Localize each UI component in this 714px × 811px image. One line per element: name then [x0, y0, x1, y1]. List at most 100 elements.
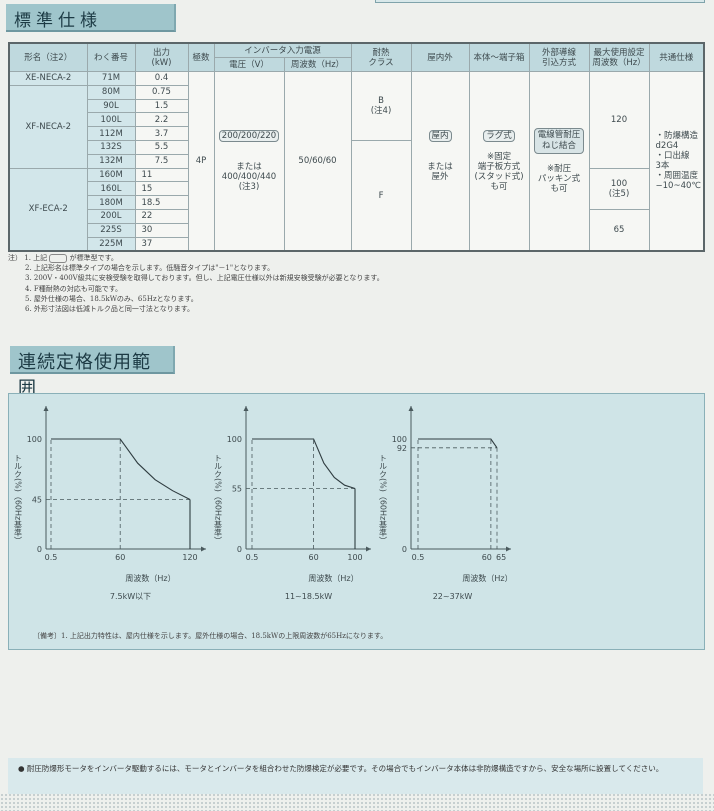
footer-note: ● 耐圧防爆形モータをインバータ駆動するには、モータとインバータを組合わせた防爆… [8, 758, 703, 794]
x-axis-label: 周波数（Hz） [125, 573, 175, 583]
x-tick-label: 100 [347, 553, 362, 562]
table-row: 225S 30 [9, 222, 704, 238]
output-cell: 11 [134, 167, 189, 183]
torque-curve [51, 438, 191, 500]
x-axis-label: 周波数（Hz） [462, 573, 512, 583]
y-axis-label: トルク(%)（60Hz基準） [14, 454, 23, 544]
note-2: 2. 上記形名は標準タイプの場合を示します。低騒音タイプは"－1"となります。 [25, 264, 275, 273]
output-cell: 2.2 [134, 112, 189, 128]
col-insulation-label: 耐熱 [372, 47, 390, 58]
col-wiring: 外部導線 引込方式 [528, 42, 590, 72]
table-row: 112M 3.7 [9, 126, 704, 141]
location-alt: 屋外 [431, 172, 449, 183]
col-max-freq-label: 最大使用設定 [593, 47, 645, 58]
col-wiring-label: 外部導線 [542, 47, 577, 58]
frequency-cell: 50/60/60 [283, 71, 352, 252]
header-subrow: 電圧（V） 周波数（Hz） [9, 57, 704, 72]
notes-prefix: 注） [8, 254, 22, 262]
insulation-b-note: (注4) [370, 105, 392, 116]
x-axis-label: 周波数（Hz） [308, 573, 358, 583]
common-spec: ・周囲温度 [655, 171, 699, 182]
y-axis-arrow-icon [243, 406, 249, 411]
output-cell: 30 [134, 222, 189, 238]
output-cell: 1.5 [134, 98, 189, 114]
x-tick-label: 120 [182, 553, 197, 562]
terminal-cell: ラグ式 ※固定 端子板方式 (スタッド式) も可 [468, 71, 530, 252]
table-row: 100L 2.2 [9, 112, 704, 128]
max-freq-100: 100 [610, 178, 628, 189]
col-poles: 極数 [187, 42, 215, 72]
y-tick-label: 55 [232, 485, 242, 494]
section-title-standard-spec: 標準仕様 [6, 4, 176, 32]
terminal-alt: 端子板方式 [477, 162, 521, 173]
y-axis-arrow-icon [408, 406, 414, 411]
header-row: 形名（注2） わく番号 出力 (kW) 極数 インバータ入力電源 耐熱 クラス 屋内… [8, 42, 705, 72]
frame-cell: 100L [86, 112, 136, 128]
torque-curve [418, 438, 498, 449]
y-axis-label: トルク(%)（60Hz基準） [379, 454, 388, 544]
voltage-std-badge: 200/200/220 [218, 130, 280, 143]
terminal-alt: も可 [490, 182, 508, 193]
top-box-edge [375, 0, 705, 3]
x-axis-arrow-icon [506, 546, 511, 552]
note-5: 5. 屋外仕様の場合、18.5kWのみ、65Hzとなります。 [25, 294, 198, 303]
output-cell: 15 [134, 181, 189, 197]
col-voltage: 電圧（V） [213, 57, 285, 72]
chart-1: 0 45 100 0.5 60 120 トルク(%)（60Hz基準） 周波数（Hz） 7.5kW… [14, 406, 206, 601]
remark: 〔備考〕1. 上記出力特性は、屋内仕様を示します。屋外仕様の場合、18.5kWの… [33, 632, 388, 640]
dotted-pattern [0, 793, 714, 811]
col-max-freq-label2: 周波数（Hz） [592, 57, 646, 68]
col-location: 屋内外 [410, 42, 470, 72]
wiring-cell: 電線管耐圧 ねじ結合 ※耐圧 パッキン式 も可 [528, 71, 590, 252]
frame-cell: 225S [86, 222, 136, 238]
x-tick-label: 60 [482, 553, 492, 562]
y-tick-label: 100 [227, 435, 242, 444]
x-axis-arrow-icon [201, 546, 206, 552]
frame-cell: 132M [86, 153, 136, 169]
chart-panel: 0 45 100 0.5 60 120 トルク(%)（60Hz基準） 周波数（Hz） 7.5kW… [8, 393, 705, 650]
col-frequency: 周波数（Hz） [283, 57, 352, 72]
output-cell: 5.5 [134, 139, 189, 155]
col-output-label: 出力 [152, 47, 170, 58]
location-cell: 屋内 または 屋外 [410, 71, 470, 252]
x-tick-label: 60 [115, 553, 125, 562]
insulation-b-cell: B (注4) [350, 71, 412, 141]
output-cell: 0.75 [134, 84, 189, 100]
table-row: 200L 22 65 [9, 208, 704, 252]
output-cell: 7.5 [134, 153, 189, 169]
note-1: 注） 1. 上記 が標準型です。 [8, 253, 384, 263]
wiring-alt: も可 [550, 184, 568, 195]
insulation-b: B [378, 95, 384, 106]
x-tick-label: 60 [308, 553, 318, 562]
col-insulation-label2: クラス [368, 57, 394, 68]
table-row: 225M 37 [9, 236, 704, 252]
chart-caption: 22~37kW [433, 592, 473, 601]
output-cell: 22 [134, 208, 189, 224]
torque-charts: 0 45 100 0.5 60 120 トルク(%)（60Hz基準） 周波数（Hz） 7.5kW… [14, 406, 513, 601]
frame-cell: 132S [86, 139, 136, 155]
wiring-alt: パッキン式 [537, 174, 581, 185]
max-freq-65-cell: 65 [588, 208, 650, 252]
y-tick-label: 0 [37, 545, 42, 554]
terminal-alt: (スタッド式) [474, 172, 524, 183]
output-cell: 18.5 [134, 195, 189, 210]
torque-curve [252, 438, 356, 490]
frame-cell: 160L [86, 181, 136, 197]
model-cell: XE-NECA-2 [8, 71, 88, 86]
terminal-std-badge: ラグ式 [483, 130, 515, 143]
section-title-continuous-rating: 連続定格使用範囲 [10, 346, 175, 399]
col-inverter-power: インバータ入力電源 [213, 42, 352, 58]
col-insulation: 耐熱 クラス [350, 42, 412, 72]
frame-cell: 71M [86, 71, 136, 86]
y-tick-label: 100 [392, 435, 407, 444]
frame-cell: 112M [86, 126, 136, 141]
col-max-freq: 最大使用設定 周波数（Hz） [588, 42, 650, 72]
model-cell: XF-ECA-2 [8, 167, 88, 252]
insulation-f-cell: F [350, 139, 412, 252]
x-tick-label: 65 [496, 553, 506, 562]
y-tick-label: 92 [397, 444, 407, 453]
col-common: 共通仕様 [648, 42, 705, 72]
wiring-std: ねじ結合 [542, 141, 577, 152]
spec-table: 形名（注2） わく番号 出力 (kW) 極数 インバータ入力電源 耐熱 クラス 屋内… [8, 42, 706, 253]
location-std-badge: 屋内 [428, 130, 452, 143]
